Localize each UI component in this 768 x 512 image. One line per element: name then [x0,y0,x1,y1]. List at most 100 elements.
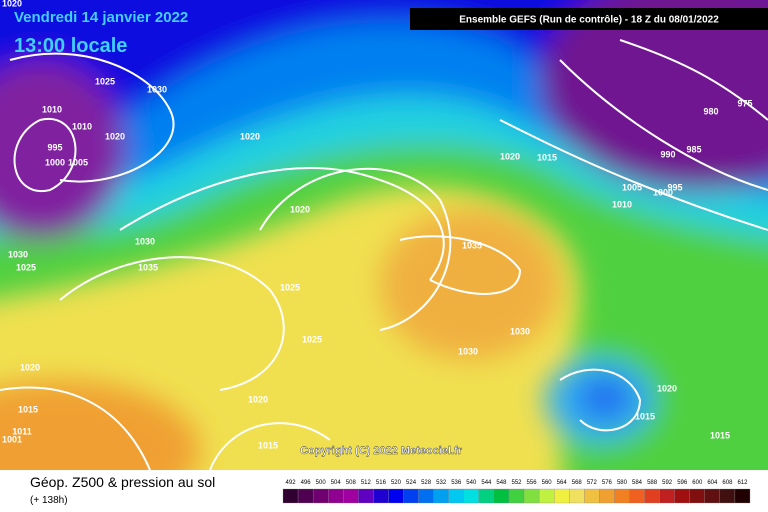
isobar-label: 1020 [248,394,268,404]
scale-swatch [433,488,449,504]
date: Vendredi 14 janvier 2022 [14,9,188,26]
scale-swatch [388,488,404,504]
isobar-label: 1000 [45,157,65,167]
scale-label: 524 [406,480,417,486]
scale-swatch [343,488,359,504]
scale-label: 568 [572,480,583,486]
color-scale: 492 496 500 504 508 512 516 520 524 528 532 536 540 5… [282,480,751,504]
scale-label: 576 [602,480,613,486]
isobar-label: 985 [686,144,701,154]
scale-label: 584 [632,480,643,486]
isobar-label: 1015 [258,440,278,450]
scale-label: 508 [346,480,357,486]
scale-label: 604 [707,480,718,486]
scale-swatch [614,488,630,504]
scale-swatch [297,488,314,504]
scale-label: 596 [677,480,688,486]
scale-label: 496 [301,480,312,486]
scale-swatch [523,488,540,504]
scale-swatch [373,488,389,504]
scale-swatch [659,488,675,504]
scale-swatch [674,488,690,504]
isobar-label: 1025 [95,76,115,86]
isobar-label: 1020 [105,131,125,141]
isobar-label: 1030 [458,346,478,356]
isobar-label: 1020 [657,383,677,393]
scale-label: 556 [527,480,538,486]
isobar-label: 1011 [12,426,32,436]
scale-label: 504 [331,480,342,486]
scale-label: 560 [542,480,553,486]
scale-label: 528 [421,480,432,486]
scale-label: 540 [466,480,477,486]
scale-swatch [448,488,464,504]
scale-swatch [463,488,479,504]
isobar-label: 1035 [138,262,158,272]
isobar-label: 1020 [240,131,260,141]
isobar-label: 990 [660,149,675,159]
isobar-label: 1025 [280,282,300,292]
scale-swatch [629,488,645,504]
scale-swatch [478,488,495,504]
scale-label: 572 [587,480,598,486]
isobar-label: 1020 [500,151,520,161]
scale-label: 552 [511,480,522,486]
isobar-label: 1020 [20,362,40,372]
isobar-label: 980 [703,106,718,116]
scale-swatch [599,488,615,504]
scale-label: 520 [391,480,402,486]
isobar-label: 1015 [635,411,655,421]
isobar-label: 1010 [72,121,92,131]
scale-swatch [554,488,570,504]
footer-title: Géop. Z500 & pression au sol [30,474,215,490]
scale-label: 608 [722,480,733,486]
scale-swatch [418,488,434,504]
isobar-label: 1025 [16,262,36,272]
isobar-label: 1010 [42,104,62,114]
isobar-label: 1030 [147,84,167,94]
lead-time: (+ 138h) [30,495,68,506]
scale-swatch [584,488,600,504]
isobar-label: 995 [667,182,682,192]
scale-label: 500 [316,480,327,486]
scale-swatch [508,488,525,504]
isobar-label: 1030 [510,326,530,336]
scale-label: 532 [436,480,447,486]
scale-swatch [644,488,660,504]
isobar-label: 1020 [290,204,310,214]
scale-label: 492 [286,480,297,486]
isobar-label: 1005 [68,157,88,167]
scale-swatch [719,488,736,504]
isobar-label: 1015 [18,404,38,414]
isobar-label: 1010 [612,199,632,209]
scale-swatch [538,488,555,504]
isobar-label: 995 [47,142,62,152]
scale-label: 612 [737,480,748,486]
isobar-label: 1025 [302,334,322,344]
scale-swatch [312,488,329,504]
scale-swatch [734,488,751,504]
scale-label: 600 [692,480,703,486]
scale-swatch [493,488,510,504]
isobar-label: 1030 [135,236,155,246]
model-run: Ensemble GEFS (Run de contrôle) - 18 Z d… [459,15,719,26]
isobar-label: 1020 [2,0,22,8]
scale-label: 536 [451,480,462,486]
isobar-label: 1005 [622,182,642,192]
scale-label: 512 [361,480,372,486]
header-box [410,8,768,30]
scale-label: 516 [376,480,387,486]
scale-label: 548 [496,480,507,486]
isobar-label: 1001 [2,434,22,444]
isobar-label: 1015 [537,152,557,162]
scale-label: 588 [647,480,658,486]
scale-swatch [403,488,419,504]
scale-label: 580 [617,480,628,486]
isobar-label: 1000 [653,187,673,197]
scale-label: 592 [662,480,673,486]
local-time: 13:00 locale [14,35,127,57]
scale-label: 544 [481,480,492,486]
